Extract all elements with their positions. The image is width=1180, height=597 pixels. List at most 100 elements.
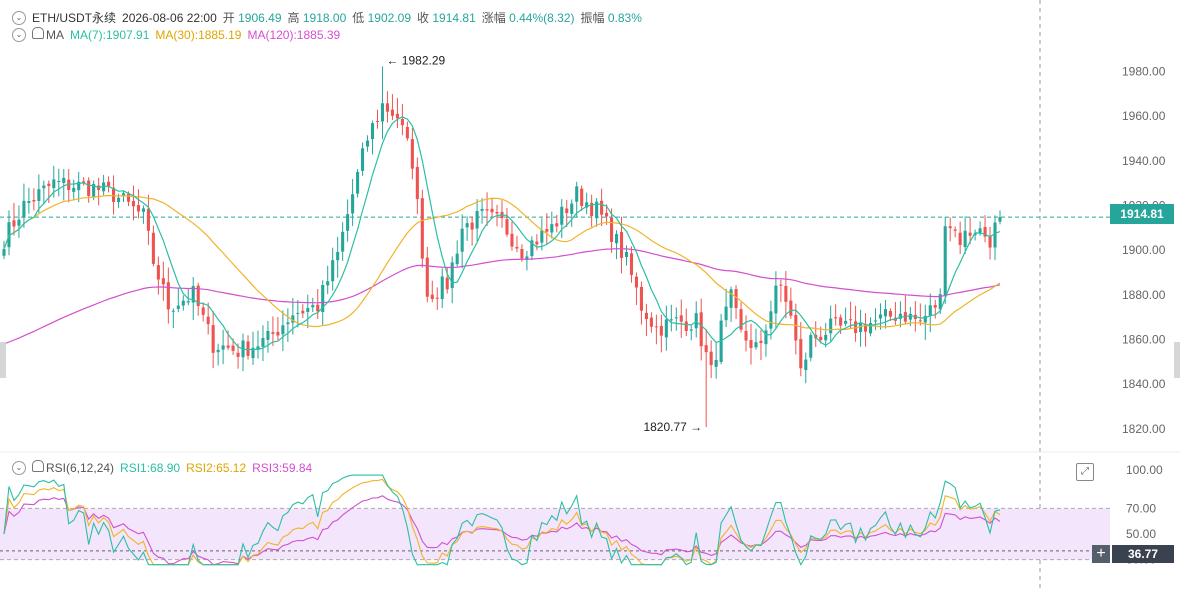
candle-body <box>809 334 813 358</box>
candle-body <box>565 208 569 214</box>
candle-body <box>669 319 673 321</box>
candle-body <box>829 318 833 334</box>
candle-body <box>116 197 121 203</box>
candle-body <box>634 276 639 288</box>
candle-body <box>998 217 1002 222</box>
candle-body <box>415 166 419 200</box>
ma120-line <box>3 248 1001 345</box>
candle-body <box>146 208 150 231</box>
candle-body <box>455 253 459 265</box>
candle-body <box>859 322 863 333</box>
price-axis-tick: 1980.00 <box>1122 65 1166 79</box>
candle-body <box>380 103 385 122</box>
candle-body <box>570 203 574 214</box>
ma7-line <box>3 116 1001 351</box>
scroll-left-handle[interactable] <box>0 342 6 378</box>
alert-bell-icon[interactable] <box>32 460 44 472</box>
candle-body <box>694 313 698 329</box>
chevron-down-icon[interactable]: ⌄ <box>12 10 26 25</box>
rsi-legend: ⌄ RSI(6,12,24) RSI1:68.90 RSI2:65.12 RSI… <box>12 460 312 475</box>
candle-body <box>824 334 828 341</box>
candle-body <box>316 304 320 312</box>
candle-body <box>878 314 883 319</box>
alert-bell-icon[interactable] <box>32 27 44 39</box>
candle-body <box>689 329 693 331</box>
candle-body <box>286 322 290 325</box>
candle-body <box>425 257 429 297</box>
rsi1-line <box>3 474 1001 566</box>
chevron-down-icon[interactable]: ⌄ <box>12 27 26 42</box>
candle-body <box>445 277 449 290</box>
candle-body <box>166 282 170 310</box>
amplitude-label: 振幅 <box>580 11 605 25</box>
candle-body <box>943 226 947 296</box>
candle-body <box>236 352 240 357</box>
candle-body <box>709 351 713 366</box>
candle-body <box>600 200 604 215</box>
candle-body <box>201 307 205 315</box>
candle-body <box>749 340 753 348</box>
candle-body <box>515 246 519 249</box>
ma30-line <box>3 194 1001 331</box>
candle-body <box>52 179 56 189</box>
candle-body <box>968 232 972 236</box>
candle-body <box>619 231 624 258</box>
chevron-down-icon[interactable]: ⌄ <box>12 460 26 475</box>
candle-body <box>306 308 310 313</box>
candle-body <box>898 313 902 319</box>
candle-body <box>7 222 11 248</box>
candle-body <box>590 202 594 217</box>
candle-body <box>346 214 350 231</box>
candle-body <box>490 208 494 213</box>
candle-body <box>789 300 793 316</box>
candle-body <box>156 265 160 280</box>
candle-body <box>341 231 345 252</box>
candle-body <box>714 359 718 367</box>
current-price-tag: 1914.81 <box>1110 204 1174 224</box>
candle-body <box>326 281 330 286</box>
candle-body <box>963 230 967 248</box>
ma7-legend: MA(7):1907.91 <box>70 27 150 42</box>
candle-body <box>77 181 81 191</box>
high-label: 高 <box>287 11 300 25</box>
scroll-right-handle[interactable] <box>1174 342 1180 378</box>
candle-body <box>575 186 579 202</box>
candle-body <box>450 262 454 288</box>
candle-body <box>754 342 758 348</box>
candle-body <box>131 200 136 207</box>
price-axis-tick: 1940.00 <box>1122 154 1166 168</box>
candle-body <box>460 228 464 252</box>
candle-body <box>485 209 489 211</box>
candle-body <box>624 251 629 258</box>
candle-body <box>774 285 778 314</box>
candle-body <box>2 249 6 256</box>
change-label: 涨幅 <box>481 11 506 25</box>
candle-body <box>908 313 912 320</box>
add-indicator-button[interactable]: + <box>1092 545 1110 563</box>
candle-body <box>211 325 215 353</box>
rsi-axis-tick: 70.00 <box>1126 501 1156 515</box>
candle-body <box>72 187 76 192</box>
candle-body <box>465 223 469 228</box>
candle-body <box>550 224 554 233</box>
candle-body <box>649 317 653 327</box>
candle-body <box>784 285 788 302</box>
candle-body <box>22 200 26 218</box>
ma120-legend: MA(120):1885.39 <box>247 27 341 42</box>
candle-body <box>704 345 708 353</box>
candle-body <box>664 319 668 338</box>
price-axis-tick: 1880.00 <box>1122 288 1166 302</box>
rsi3-legend: RSI3:59.84 <box>252 460 313 475</box>
price-axis-tick: 1840.00 <box>1122 377 1166 391</box>
candle-body <box>430 294 434 300</box>
candle-body <box>291 315 295 323</box>
candle-body <box>271 332 275 334</box>
candle-body <box>191 286 195 303</box>
candle-body <box>510 233 514 247</box>
candle-body <box>390 109 394 116</box>
candle-body <box>176 305 180 309</box>
expand-icon[interactable]: ⤢ <box>1076 463 1094 481</box>
rsi-axis-tick: 50.00 <box>1126 527 1156 541</box>
